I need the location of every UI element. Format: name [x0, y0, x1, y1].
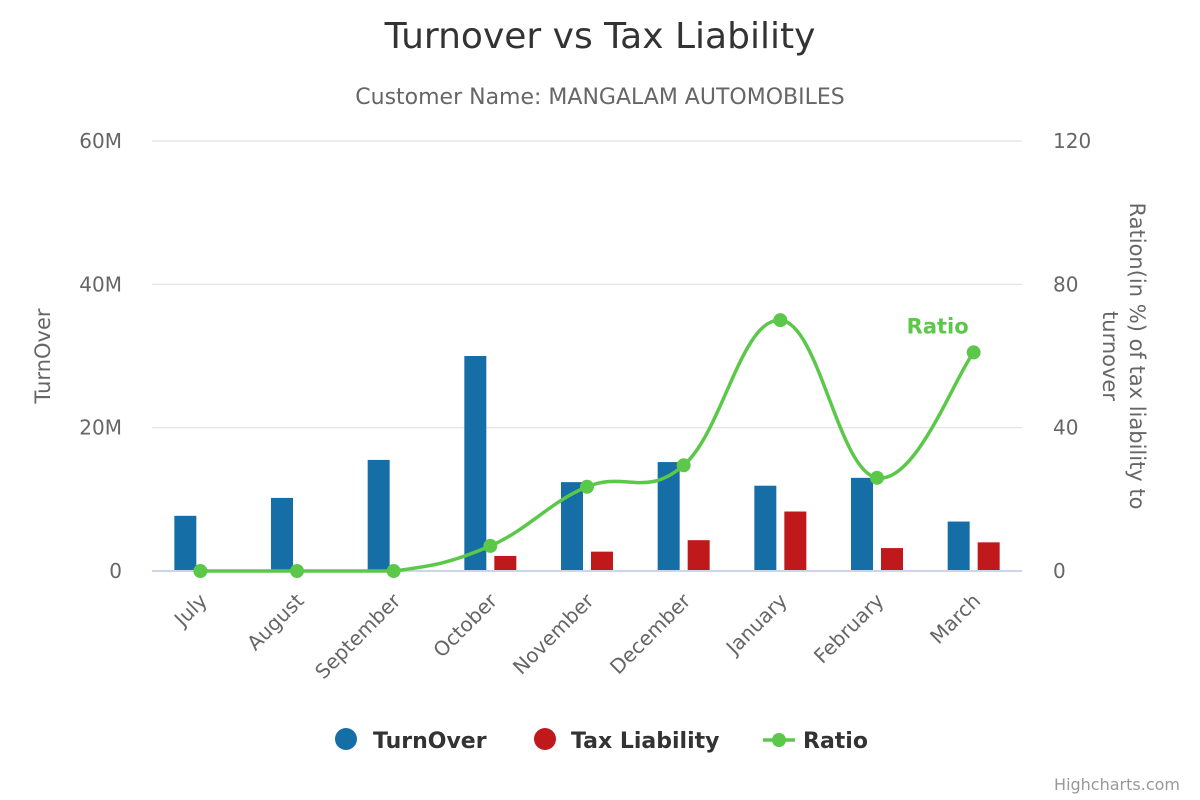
- ratio-point[interactable]: [580, 479, 594, 494]
- turnover-bar[interactable]: [464, 356, 487, 571]
- legend-label: Tax Liability: [571, 729, 720, 754]
- legend-item-tax-liability[interactable]: Tax Liability: [534, 728, 720, 754]
- ratio-point[interactable]: [483, 538, 498, 553]
- category-labels: July August September October November Decemb…: [168, 588, 985, 684]
- ratio-line-layer: Ratio: [193, 313, 981, 578]
- ratio-point[interactable]: [386, 564, 401, 578]
- legend-symbol: [534, 728, 556, 750]
- category-label: December: [605, 588, 696, 679]
- grid-layer: [152, 140, 1022, 429]
- category-label: August: [242, 588, 309, 655]
- left-axis-title: TurnOver: [31, 308, 55, 404]
- turnover-bar[interactable]: [561, 482, 583, 571]
- right-axis-title-group: Ration(in %) of tax liability toturnover: [1098, 203, 1149, 510]
- ratio-point[interactable]: [193, 564, 208, 578]
- ratio-line[interactable]: [200, 318, 976, 573]
- tax-liability-bar[interactable]: [591, 551, 613, 571]
- bars-layer: [174, 356, 1000, 571]
- legend-label: TurnOver: [373, 729, 487, 754]
- right-axis: 0 40 80 120: [1053, 129, 1091, 583]
- left-axis: 0 20M 40M 60M: [79, 129, 122, 583]
- turnover-bar[interactable]: [947, 521, 970, 571]
- right-axis-tick-label: 120: [1053, 129, 1091, 153]
- left-axis-tick-label: 40M: [79, 272, 122, 296]
- ratio-point[interactable]: [676, 458, 691, 473]
- credits-link[interactable]: Highcharts.com: [1054, 775, 1180, 794]
- right-axis-title: Ration(in %) of tax liability toturnover: [1098, 203, 1149, 510]
- left-axis-tick-label: 0: [109, 559, 122, 583]
- tax-liability-bar[interactable]: [881, 548, 903, 571]
- category-label: February: [809, 588, 889, 668]
- tax-liability-bar[interactable]: [977, 542, 1000, 571]
- category-label: October: [428, 588, 502, 662]
- right-axis-tick-label: 40: [1053, 416, 1078, 440]
- right-axis-tick-label: 80: [1053, 272, 1078, 296]
- chart-subtitle: Customer Name: MANGALAM AUTOMOBILES: [355, 85, 844, 110]
- chart-title: Turnover vs Tax Liability: [384, 16, 816, 57]
- right-axis-tick-label: 0: [1053, 559, 1066, 583]
- turnover-bar[interactable]: [851, 477, 873, 571]
- turnover-bar[interactable]: [754, 485, 777, 571]
- legend-item-turnover[interactable]: TurnOver: [335, 728, 487, 754]
- turnover-bar[interactable]: [367, 459, 390, 571]
- category-label: November: [508, 588, 599, 679]
- category-label: March: [925, 589, 985, 649]
- ratio-point[interactable]: [966, 345, 981, 360]
- tax-liability-bar[interactable]: [494, 555, 517, 571]
- turnover-bar[interactable]: [271, 497, 293, 571]
- turnover-bar[interactable]: [657, 462, 680, 571]
- category-label: July: [168, 588, 212, 632]
- category-label: September: [310, 588, 406, 684]
- tax-liability-bar[interactable]: [784, 511, 807, 571]
- legend-symbol: [772, 733, 786, 747]
- legend-symbol: [335, 728, 357, 750]
- legend: TurnOver Tax Liability Ratio: [335, 728, 868, 754]
- legend-item-ratio[interactable]: Ratio: [763, 729, 868, 754]
- ratio-series-label: Ratio: [907, 314, 969, 338]
- tax-liability-bar[interactable]: [687, 540, 710, 571]
- ratio-point[interactable]: [290, 564, 304, 578]
- ratio-point[interactable]: [870, 470, 884, 485]
- category-label: January: [720, 588, 792, 660]
- turnover-bar[interactable]: [174, 515, 197, 571]
- left-axis-tick-label: 20M: [79, 416, 122, 440]
- legend-label: Ratio: [803, 729, 868, 754]
- ratio-point[interactable]: [773, 313, 788, 328]
- left-axis-tick-label: 60M: [79, 129, 122, 153]
